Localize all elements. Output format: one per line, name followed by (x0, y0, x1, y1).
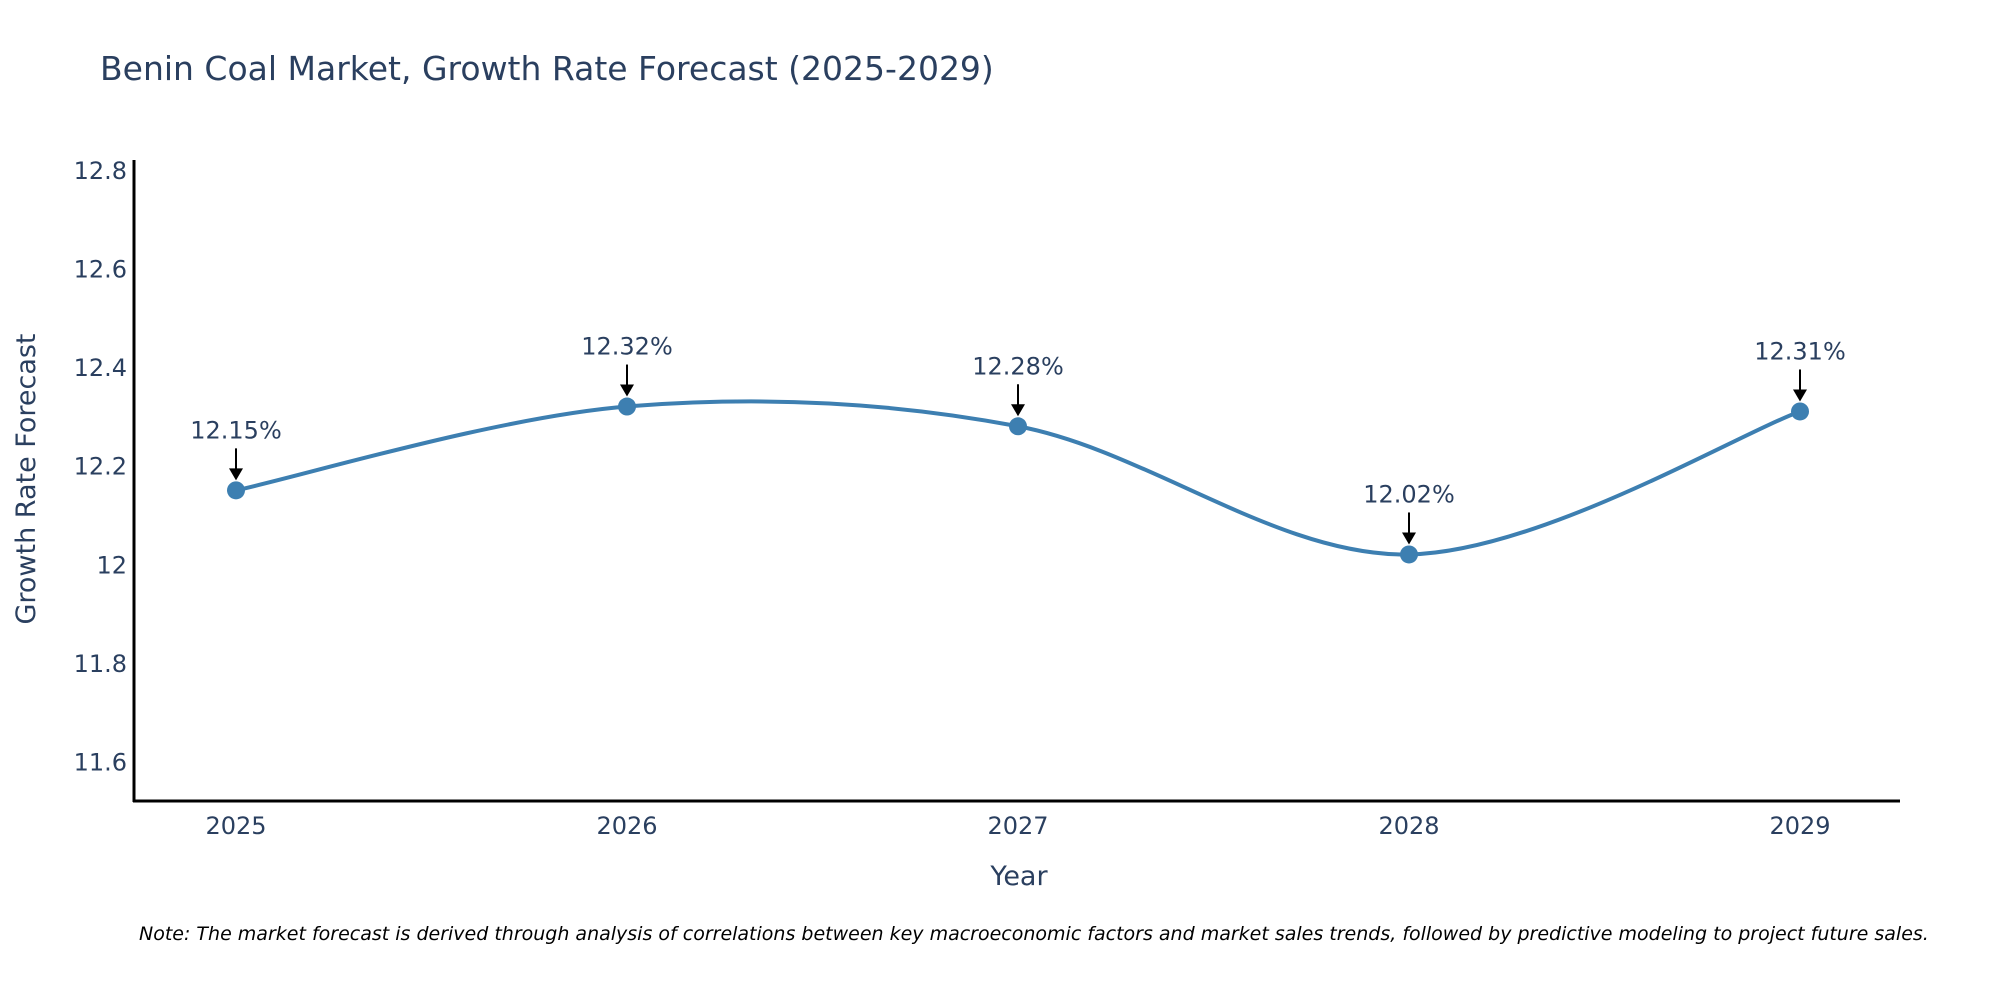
x-tick-label: 2026 (596, 812, 657, 840)
y-tick-label: 12.2 (74, 453, 127, 481)
y-axis-ticks: 11.6 11.8 12 12.2 12.4 12.6 12.8 (74, 157, 127, 777)
data-points (227, 397, 1809, 564)
x-axis-ticks: 2025 2026 2027 2028 2029 (205, 812, 1830, 840)
y-tick-label: 12.8 (74, 157, 127, 185)
annotation-arrow-head (229, 468, 243, 481)
annotation-arrow-head (620, 384, 634, 397)
x-tick-label: 2028 (1378, 812, 1439, 840)
data-point (618, 397, 636, 416)
data-label: 12.02% (1363, 480, 1455, 508)
data-label: 12.32% (581, 333, 673, 361)
x-axis-title: Year (989, 861, 1048, 892)
data-point (1009, 417, 1027, 436)
y-tick-label: 12 (96, 551, 127, 579)
annotation-arrow-head (1793, 389, 1807, 402)
data-point (1791, 402, 1809, 421)
annotation-arrow-head (1011, 404, 1025, 417)
y-tick-label: 12.4 (74, 354, 127, 382)
y-axis-title: Growth Rate Forecast (11, 333, 42, 624)
chart-title: Benin Coal Market, Growth Rate Forecast … (100, 49, 994, 88)
y-tick-label: 11.8 (74, 650, 127, 678)
data-point (227, 481, 245, 500)
data-label: 12.15% (190, 416, 282, 444)
data-point (1400, 545, 1418, 564)
data-label: 12.28% (972, 352, 1064, 380)
data-label: 12.31% (1754, 337, 1846, 365)
annotation-arrow-head (1402, 532, 1416, 545)
footnote: Note: The market forecast is derived thr… (139, 923, 1929, 945)
y-tick-label: 12.6 (74, 255, 127, 283)
x-tick-label: 2029 (1769, 812, 1830, 840)
x-tick-label: 2027 (987, 812, 1048, 840)
y-tick-label: 11.6 (74, 749, 127, 777)
x-tick-label: 2025 (205, 812, 266, 840)
data-labels: 12.15% 12.32% 12.28% 12.02% 12.31% (190, 333, 1846, 545)
